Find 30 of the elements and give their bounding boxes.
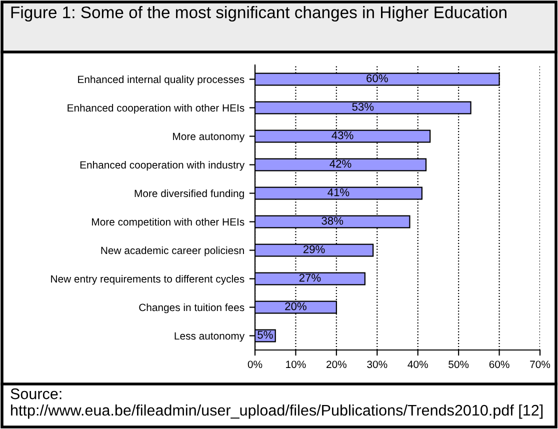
y-tick-label: More diversified funding [134,189,244,200]
x-tick-label: 20% [326,360,346,368]
data-label: 43% [332,131,354,140]
y-tick-label: Changes in tuition fees [139,303,244,314]
source-note: Source: http://www.eua.be/fileadmin/user_upload/files/Publications/Trends2010.pdf [12] [10,388,543,419]
y-tick-label: Less autonomy [174,332,245,342]
x-tick-label: 40% [408,360,428,368]
data-label: 27% [299,274,321,282]
x-tick-label: 30% [367,360,388,368]
data-label: 41% [328,188,350,196]
y-tick-label: More autonomy [173,132,245,142]
x-tick-label: 50% [448,360,469,368]
data-label: 60% [366,74,388,82]
x-tick-label: 70% [530,360,550,368]
y-tick-label: Enhanced cooperation with other HEIs [68,104,244,114]
y-tick-label: Enhanced internal quality processes [78,75,244,86]
data-label: 20% [285,302,306,310]
y-tick-label: New entry requirements to different cycles [51,274,244,285]
y-tick-label: More competition with other HEIs [92,218,244,228]
data-label: 29% [303,245,325,254]
y-tick-label: Enhanced cooperation with industry [80,160,245,171]
data-label: 42% [330,160,352,168]
x-tick-label: 0% [248,360,262,368]
data-label: 5% [258,330,273,339]
chart-title: Figure 1: Some of the most significant changes in Higher Education [11,6,506,22]
y-tick-label: New academic career policiesn [101,246,244,256]
x-tick-label: 10% [286,360,306,368]
x-tick-label: 60% [489,360,510,368]
data-label: 53% [352,102,374,111]
data-label: 38% [322,216,344,225]
